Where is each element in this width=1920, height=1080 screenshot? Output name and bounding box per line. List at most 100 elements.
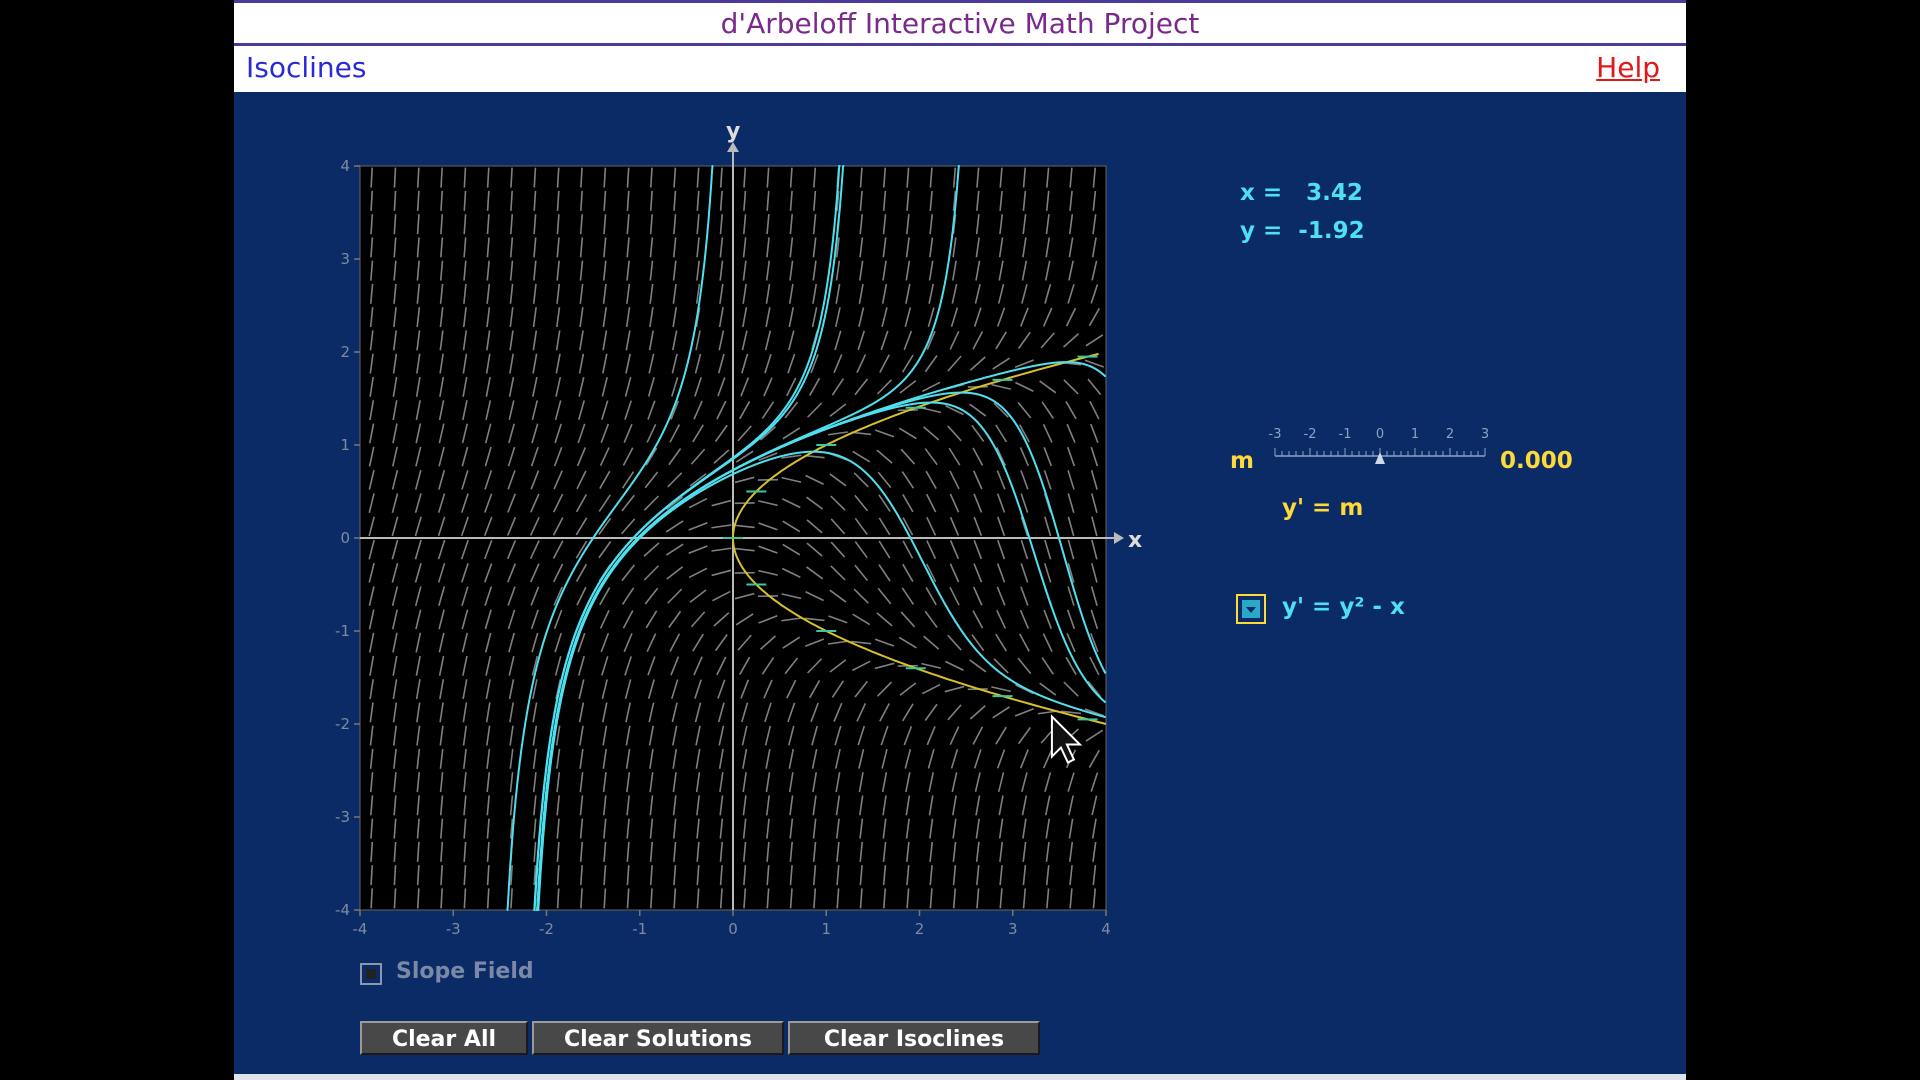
slope-segment — [485, 679, 491, 700]
slope-segment — [1092, 841, 1097, 862]
slope-segment — [599, 587, 611, 606]
slope-segment — [829, 473, 847, 487]
slope-segment — [1042, 749, 1053, 769]
slope-segment — [370, 795, 374, 816]
slope-segment — [929, 167, 933, 188]
slope-segment — [969, 403, 987, 417]
x-tick-label: 1 — [821, 920, 831, 938]
slope-segment — [1087, 378, 1102, 396]
slope-segment — [766, 214, 770, 235]
slope-segment — [670, 400, 680, 420]
slope-segment — [621, 587, 635, 605]
slope-segment — [673, 841, 677, 862]
slope-segment — [649, 283, 654, 304]
slope-segment — [391, 493, 399, 513]
slope-segment — [898, 636, 917, 649]
slope-segment — [692, 424, 704, 443]
slope-segment — [742, 307, 748, 328]
slope-segment — [672, 283, 677, 304]
slope-segment — [508, 400, 515, 421]
slope-segment — [831, 378, 845, 396]
slope-segment — [414, 493, 422, 513]
slope-segment — [904, 307, 912, 327]
slope-segment — [975, 818, 980, 839]
slope-segment — [949, 470, 960, 490]
slope-segment — [626, 818, 630, 839]
slope-segment — [556, 283, 561, 304]
slope-segment — [812, 772, 818, 793]
slope-segment — [929, 818, 934, 839]
help-link[interactable]: Help — [1596, 51, 1660, 84]
slope-segment — [1061, 710, 1082, 715]
slope-segment — [440, 190, 444, 211]
slope-segment — [439, 772, 444, 793]
slope-segment — [1091, 818, 1097, 839]
slope-segment — [1065, 307, 1077, 327]
x-tick-label: 0 — [728, 920, 738, 938]
clear-all-button[interactable]: Clear All — [360, 1021, 528, 1055]
slope-segment — [1020, 493, 1029, 513]
slope-segment — [928, 772, 934, 793]
m-slider[interactable]: -3 -2 -1 0 1 2 3 — [1265, 420, 1495, 470]
slope-segment — [1063, 681, 1079, 697]
slope-segment — [742, 214, 747, 235]
slope-segment — [1022, 818, 1027, 839]
slope-segment — [1042, 633, 1053, 653]
slope-segment — [533, 260, 537, 281]
slope-segment — [998, 237, 1004, 258]
slope-segment — [509, 353, 514, 374]
slope-segment — [485, 655, 492, 676]
slope-segment — [882, 888, 887, 909]
slope-segment — [996, 563, 1006, 583]
slope-segment — [974, 772, 981, 793]
slope-segment — [949, 516, 960, 536]
slope-segment — [647, 679, 655, 699]
slope-segment — [874, 662, 895, 670]
slope-segment — [1069, 888, 1073, 909]
slope-segment — [858, 260, 864, 281]
slope-segment — [1067, 284, 1075, 304]
slope-segment — [625, 353, 631, 374]
slope-segment — [437, 516, 446, 537]
clear-isoclines-button[interactable]: Clear Isoclines — [788, 1021, 1040, 1055]
slope-segment — [1091, 516, 1098, 537]
slope-segment — [696, 888, 700, 909]
slope-segment — [510, 167, 513, 188]
x-tick-label: -1 — [632, 920, 647, 938]
slope-segment — [806, 496, 824, 510]
slope-segment — [1045, 190, 1050, 211]
y-tick-label: 4 — [340, 157, 350, 175]
slope-segment — [950, 307, 959, 327]
slope-segment — [370, 167, 373, 188]
m-label: m — [1230, 448, 1254, 474]
slope-segment — [575, 563, 588, 582]
slope-segment — [624, 656, 633, 676]
slope-segment — [835, 818, 840, 839]
slope-segment — [416, 214, 420, 235]
slope-segment — [649, 865, 653, 886]
slope-segment — [764, 353, 772, 374]
slope-segment — [1067, 516, 1075, 537]
slope-segment — [902, 517, 914, 536]
slope-segment — [626, 865, 630, 886]
slope-segment — [787, 702, 796, 723]
slope-segment — [370, 888, 373, 909]
dropdown-arrow-icon[interactable] — [1236, 594, 1266, 624]
slope-segment — [929, 841, 934, 862]
slope-segment — [899, 682, 917, 696]
slope-segment — [672, 260, 677, 281]
slope-segment — [976, 865, 980, 886]
clear-solutions-button[interactable]: Clear Solutions — [532, 1021, 784, 1055]
slope-segment — [369, 655, 375, 676]
slope-segment — [806, 542, 823, 557]
slope-segment — [836, 190, 840, 211]
slope-field-checkbox[interactable] — [360, 963, 382, 985]
slope-segment — [906, 888, 910, 909]
slope-segment — [529, 516, 540, 536]
slope-segment — [665, 520, 684, 533]
bottom-strip — [234, 1074, 1686, 1080]
slope-segment — [788, 330, 795, 351]
slope-segment — [718, 307, 724, 328]
slope-segment — [556, 772, 561, 793]
